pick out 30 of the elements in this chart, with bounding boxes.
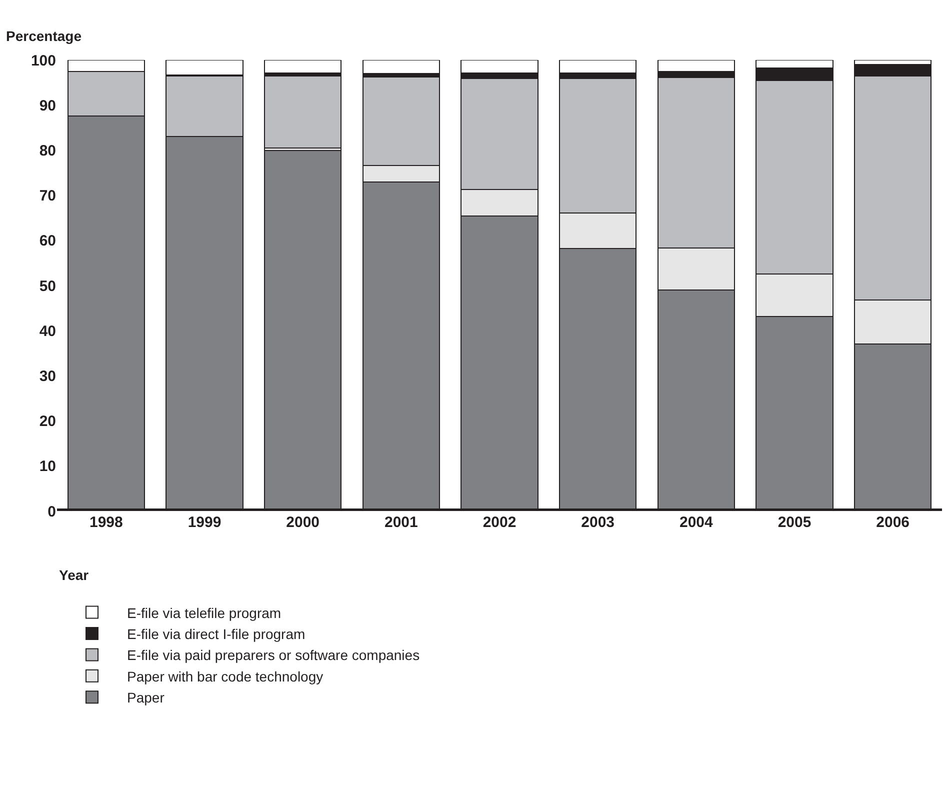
legend-label: Paper with bar code technology [127,668,324,684]
y-tick-label: 10 [39,458,56,476]
y-axis-title: Percentage [6,28,82,44]
y-tick-label: 70 [39,188,56,205]
y-tick-label: 0 [48,503,56,520]
legend-label: E-file via direct I-file program [127,626,306,642]
x-tick-label: 2001 [384,514,418,531]
bar [264,60,342,74]
x-tick-label: 2005 [778,514,812,531]
bar [362,60,440,74]
x-tick-label: 2000 [286,514,320,531]
x-tick-label: 1999 [188,514,222,531]
x-axis-title: Year [59,567,90,583]
y-tick-label: 60 [39,232,56,250]
x-tick-label: 2006 [876,514,910,531]
y-tick-label: 30 [39,368,56,385]
y-tick-label: 20 [39,413,56,430]
bar [264,76,342,148]
y-tick-label: 40 [39,322,56,340]
y-tick-label: 100 [30,52,56,70]
y-tick-label: 90 [39,97,56,114]
x-tick-label: 2002 [482,514,516,531]
x-tick-label: 2003 [581,514,615,531]
y-tick-label: 80 [39,142,56,160]
legend-label: Paper [127,690,165,706]
legend-label: E-file via telefile program [127,604,282,621]
y-tick-label: 50 [39,278,56,295]
x-tick-label: 1998 [89,514,123,531]
x-tick-label: 2004 [679,514,714,531]
legend-label: E-file via paid preparers or software companies [127,647,420,664]
